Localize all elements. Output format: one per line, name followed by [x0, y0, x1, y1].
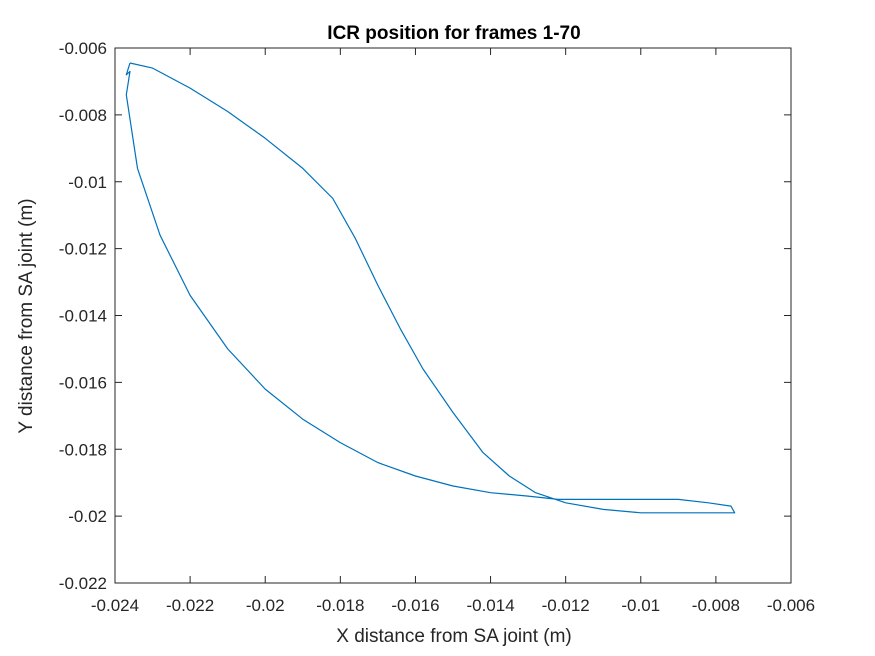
y-axis-label: Y distance from SA joint (m)	[16, 198, 37, 433]
x-tick-label: -0.012	[542, 596, 590, 615]
y-tick-label: -0.014	[59, 307, 107, 326]
x-tick-label: -0.01	[621, 596, 660, 615]
y-tick-label: -0.022	[59, 574, 107, 593]
x-tick-label: -0.016	[391, 596, 439, 615]
y-tick-label: -0.012	[59, 240, 107, 259]
x-tick-label: -0.018	[316, 596, 364, 615]
y-tick-label: -0.016	[59, 373, 107, 392]
axes-box	[114, 47, 792, 584]
y-axis-ticks: -0.006 -0.008 -0.01 -0.012 -0.014 -0.016 -0.01…	[59, 39, 791, 593]
series-line	[125, 62, 736, 514]
plot-area: -0.024 -0.022 -0.02 -0.018 -0.016 -0.014 -0.01…	[59, 39, 815, 615]
x-tick-label: -0.024	[91, 596, 139, 615]
x-axis-label: X distance from SA joint (m)	[336, 626, 571, 647]
y-tick-label: -0.018	[59, 440, 107, 459]
x-tick-label: -0.02	[246, 596, 285, 615]
x-tick-label: -0.008	[692, 596, 740, 615]
x-tick-label: -0.022	[166, 596, 214, 615]
x-tick-label: -0.014	[466, 596, 514, 615]
x-tick-label: -0.006	[767, 596, 815, 615]
series-group	[125, 62, 736, 514]
chart-title: ICR position for frames 1-70	[327, 23, 580, 44]
y-tick-label: -0.008	[59, 106, 107, 125]
y-tick-label: -0.02	[68, 507, 107, 526]
x-axis-ticks: -0.024 -0.022 -0.02 -0.018 -0.016 -0.014 -0.01…	[91, 48, 815, 615]
y-tick-label: -0.006	[59, 39, 107, 58]
y-tick-label: -0.01	[68, 173, 107, 192]
